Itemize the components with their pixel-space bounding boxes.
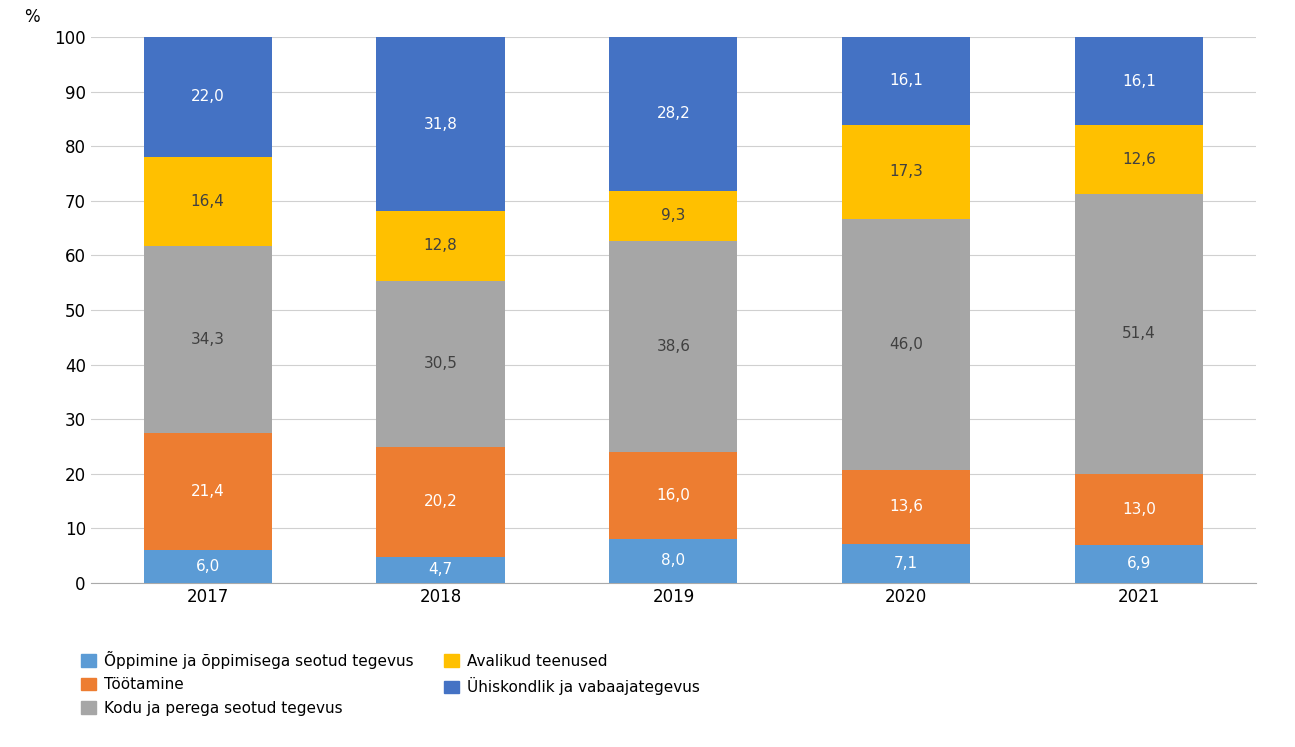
Text: 16,0: 16,0 — [657, 488, 690, 503]
Bar — [144, 247, 272, 433]
Bar — [1075, 194, 1203, 474]
Text: 17,3: 17,3 — [890, 164, 923, 179]
Bar — [1075, 37, 1203, 125]
Bar — [144, 157, 272, 247]
Bar — [610, 241, 737, 452]
Bar — [144, 433, 272, 550]
Bar — [377, 557, 505, 583]
Bar — [610, 452, 737, 539]
Text: 21,4: 21,4 — [190, 484, 224, 499]
Bar — [377, 37, 505, 211]
Text: 7,1: 7,1 — [895, 556, 918, 571]
Bar — [610, 190, 737, 241]
Text: 22,0: 22,0 — [190, 90, 224, 105]
Bar — [610, 539, 737, 583]
Text: 6,9: 6,9 — [1127, 557, 1151, 571]
Text: 16,1: 16,1 — [1123, 74, 1156, 89]
Text: 6,0: 6,0 — [196, 559, 220, 574]
Text: 16,4: 16,4 — [190, 194, 224, 209]
Bar — [144, 550, 272, 583]
Text: 46,0: 46,0 — [890, 337, 923, 352]
Bar — [842, 37, 970, 125]
Bar — [1075, 125, 1203, 194]
Text: 9,3: 9,3 — [662, 208, 685, 223]
Text: 12,6: 12,6 — [1123, 152, 1156, 167]
Text: 38,6: 38,6 — [657, 339, 690, 354]
Bar — [377, 211, 505, 281]
Bar — [144, 37, 272, 157]
Bar — [842, 470, 970, 544]
Bar — [842, 219, 970, 470]
Bar — [1075, 545, 1203, 583]
Bar — [842, 544, 970, 583]
Text: 31,8: 31,8 — [423, 117, 457, 131]
Text: 4,7: 4,7 — [429, 562, 452, 577]
Text: 34,3: 34,3 — [190, 332, 224, 347]
Text: 8,0: 8,0 — [662, 554, 685, 568]
Text: 51,4: 51,4 — [1123, 326, 1156, 341]
Text: 20,2: 20,2 — [423, 495, 457, 509]
Bar — [842, 125, 970, 219]
Text: 12,8: 12,8 — [423, 238, 457, 253]
Bar — [377, 281, 505, 447]
Bar — [610, 37, 737, 190]
Text: 28,2: 28,2 — [657, 106, 690, 121]
Text: 13,0: 13,0 — [1123, 502, 1156, 517]
Y-axis label: %: % — [25, 8, 40, 26]
Legend: Õppimine ja õppimisega seotud tegevus, Töötamine, Kodu ja perega seotud tegevus,: Õppimine ja õppimisega seotud tegevus, T… — [75, 645, 706, 722]
Bar — [377, 447, 505, 557]
Text: 16,1: 16,1 — [890, 73, 923, 88]
Text: 30,5: 30,5 — [423, 356, 457, 371]
Bar — [1075, 474, 1203, 545]
Text: 13,6: 13,6 — [890, 499, 923, 515]
